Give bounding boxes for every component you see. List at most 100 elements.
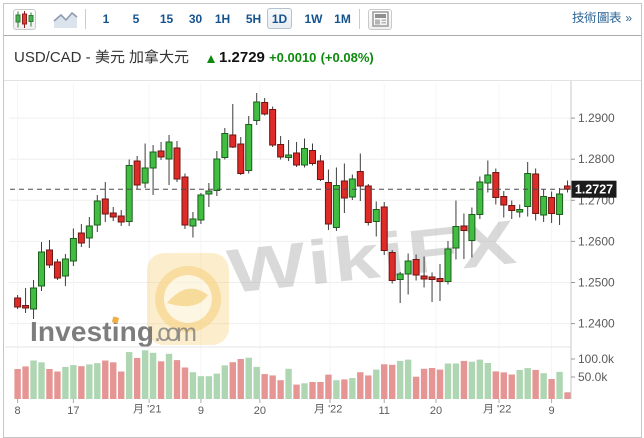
- volume-bar[interactable]: [412, 376, 420, 399]
- volume-bar[interactable]: [444, 363, 452, 400]
- candle-body[interactable]: [157, 150, 165, 158]
- volume-bar[interactable]: [62, 366, 69, 399]
- volume-bar[interactable]: [22, 366, 29, 399]
- timeframe-1M[interactable]: 1M: [334, 12, 351, 26]
- timeframe-1H[interactable]: 1H: [214, 12, 231, 26]
- volume-bar[interactable]: [428, 368, 436, 399]
- volume-bar[interactable]: [14, 369, 21, 399]
- timeframe-15[interactable]: 15: [159, 12, 174, 26]
- candle-body[interactable]: [476, 181, 484, 215]
- volume-bar[interactable]: [46, 369, 53, 399]
- candle-body[interactable]: [332, 185, 340, 229]
- candle-body[interactable]: [61, 258, 69, 277]
- candle-body[interactable]: [308, 149, 316, 165]
- timeframe-1W[interactable]: 1W: [304, 12, 323, 26]
- candle-body[interactable]: [492, 172, 500, 199]
- candle-body[interactable]: [388, 251, 396, 281]
- volume-bar[interactable]: [293, 384, 300, 399]
- volume-bar[interactable]: [157, 361, 165, 399]
- candle-body[interactable]: [221, 133, 229, 159]
- candle-body[interactable]: [316, 160, 324, 181]
- volume-bar[interactable]: [229, 362, 236, 399]
- volume-bar[interactable]: [365, 375, 372, 399]
- volume-bar[interactable]: [333, 380, 340, 399]
- candle-body[interactable]: [125, 164, 133, 223]
- candle-body[interactable]: [93, 200, 101, 226]
- volume-bar[interactable]: [285, 368, 292, 399]
- volume-bar[interactable]: [30, 360, 37, 399]
- volume-bar[interactable]: [436, 369, 444, 399]
- candle-body[interactable]: [452, 225, 460, 249]
- candle-body[interactable]: [269, 109, 277, 146]
- candle-body[interactable]: [532, 173, 540, 214]
- candle-body[interactable]: [420, 275, 428, 280]
- volume-bar[interactable]: [277, 380, 284, 399]
- candle-body[interactable]: [404, 260, 412, 275]
- timeframe-1[interactable]: 1: [102, 12, 110, 26]
- candle-body[interactable]: [412, 258, 420, 276]
- candle-body[interactable]: [484, 174, 492, 184]
- volume-bar[interactable]: [420, 368, 428, 399]
- candle-body[interactable]: [45, 249, 53, 266]
- candle-body[interactable]: [556, 193, 564, 215]
- volume-bar[interactable]: [500, 372, 507, 399]
- volume-bar[interactable]: [78, 366, 85, 399]
- candle-body[interactable]: [69, 237, 77, 262]
- candle-body[interactable]: [14, 297, 22, 308]
- candle-body[interactable]: [197, 194, 205, 221]
- candle-body[interactable]: [237, 143, 245, 175]
- volume-bar[interactable]: [301, 383, 308, 399]
- timeframe-30[interactable]: 30: [188, 12, 203, 26]
- candle-body[interactable]: [508, 205, 516, 211]
- volume-bar[interactable]: [516, 369, 523, 399]
- candle-body[interactable]: [396, 273, 404, 280]
- candle-body[interactable]: [133, 160, 141, 186]
- candle-body[interactable]: [428, 276, 436, 280]
- volume-bar[interactable]: [133, 357, 141, 399]
- candle-body[interactable]: [30, 287, 38, 310]
- candle-body[interactable]: [205, 190, 213, 195]
- volume-bar[interactable]: [381, 364, 388, 399]
- candle-body[interactable]: [516, 209, 524, 213]
- candle-body[interactable]: [348, 178, 356, 198]
- volume-bar[interactable]: [460, 360, 468, 399]
- candle-body[interactable]: [460, 225, 468, 232]
- volume-bar[interactable]: [149, 352, 157, 399]
- area-style-button[interactable]: [53, 11, 78, 34]
- candle-body[interactable]: [149, 151, 157, 169]
- volume-bar[interactable]: [253, 366, 260, 399]
- candle-body[interactable]: [468, 213, 476, 241]
- volume-bar[interactable]: [181, 367, 189, 399]
- volume-bar[interactable]: [54, 371, 61, 399]
- candle-body[interactable]: [548, 197, 556, 214]
- timeframe-1D[interactable]: 1D: [267, 8, 292, 29]
- candle-body[interactable]: [380, 206, 388, 251]
- timeframe-5H[interactable]: 5H: [245, 12, 262, 26]
- volume-bar[interactable]: [556, 371, 563, 399]
- volume-bar[interactable]: [341, 379, 348, 399]
- candle-body[interactable]: [261, 101, 269, 115]
- volume-bar[interactable]: [508, 374, 515, 399]
- candle-body[interactable]: [117, 215, 125, 223]
- volume-bar[interactable]: [317, 382, 324, 399]
- candle-body[interactable]: [356, 170, 364, 187]
- candle-body[interactable]: [181, 176, 189, 226]
- candle-body[interactable]: [245, 124, 253, 172]
- volume-bar[interactable]: [349, 378, 356, 399]
- volume-bar[interactable]: [532, 369, 539, 399]
- candle-body[interactable]: [165, 141, 173, 160]
- volume-bar[interactable]: [197, 376, 205, 399]
- volume-bar[interactable]: [492, 371, 499, 399]
- candle-body[interactable]: [277, 143, 285, 158]
- volume-bar[interactable]: [269, 375, 276, 399]
- volume-bar[interactable]: [357, 372, 364, 399]
- technical-chart-link[interactable]: »: [572, 11, 632, 25]
- volume-bar[interactable]: [404, 359, 412, 399]
- volume-bar[interactable]: [102, 360, 109, 399]
- volume-bar[interactable]: [396, 360, 404, 399]
- candle-body[interactable]: [364, 185, 372, 223]
- volume-bar[interactable]: [325, 374, 332, 399]
- candle-body[interactable]: [189, 218, 197, 227]
- volume-bar[interactable]: [373, 369, 380, 399]
